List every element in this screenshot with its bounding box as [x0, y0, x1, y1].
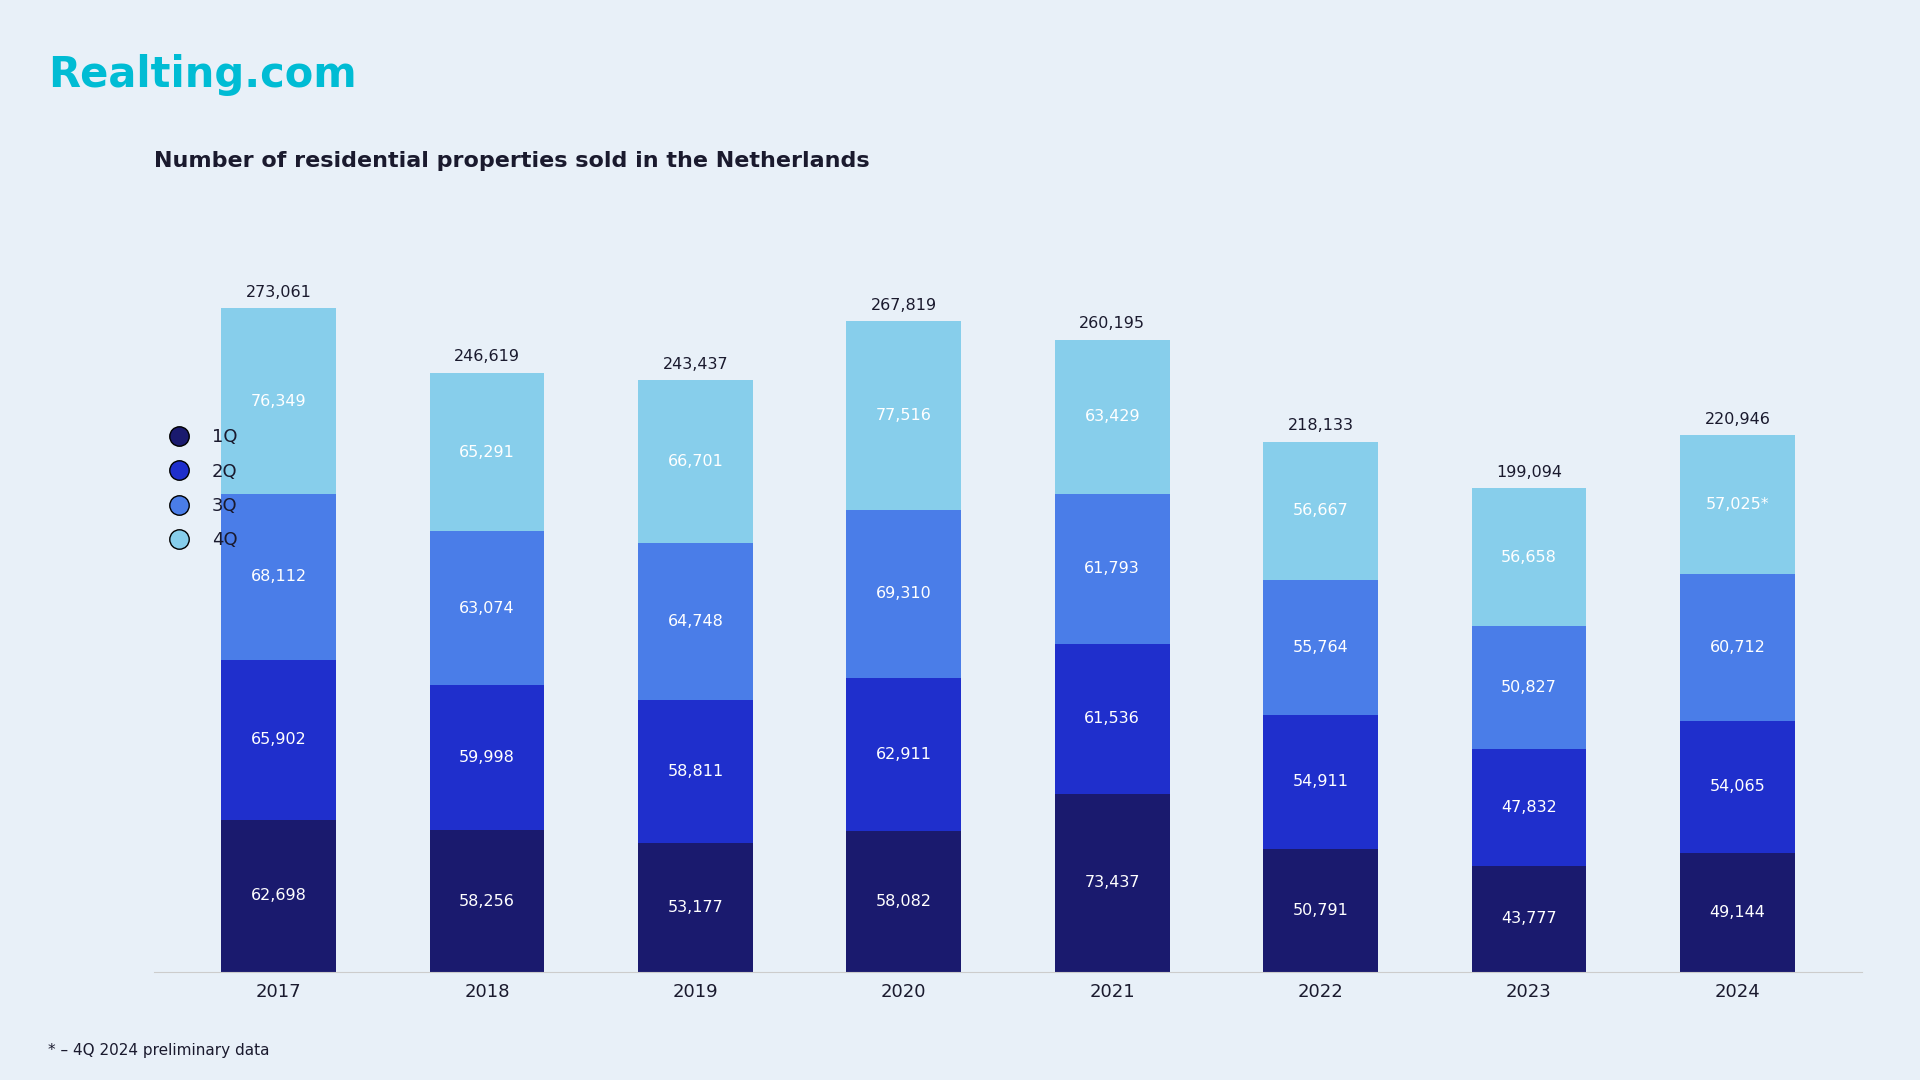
Bar	[221, 820, 336, 972]
Text: 62,698: 62,698	[252, 889, 307, 903]
Bar	[1680, 435, 1795, 573]
Bar	[1054, 494, 1169, 644]
Text: 58,256: 58,256	[459, 894, 515, 908]
Bar	[1680, 721, 1795, 852]
Bar	[637, 842, 753, 972]
Text: 243,437: 243,437	[662, 357, 728, 372]
Bar	[1054, 340, 1169, 494]
Text: 47,832: 47,832	[1501, 800, 1557, 815]
Text: 54,065: 54,065	[1709, 780, 1764, 795]
Text: 57,025*: 57,025*	[1705, 497, 1768, 512]
Text: * – 4Q 2024 preliminary data: * – 4Q 2024 preliminary data	[48, 1043, 269, 1058]
Bar	[847, 510, 962, 678]
Text: 218,133: 218,133	[1288, 418, 1354, 433]
Text: 59,998: 59,998	[459, 750, 515, 765]
Text: 63,074: 63,074	[459, 600, 515, 616]
Bar	[1263, 715, 1379, 849]
Text: 73,437: 73,437	[1085, 875, 1140, 890]
Text: 64,748: 64,748	[668, 613, 724, 629]
Text: 246,619: 246,619	[453, 349, 520, 364]
Text: Realting.com: Realting.com	[48, 54, 357, 96]
Bar	[1054, 794, 1169, 972]
Text: 220,946: 220,946	[1705, 411, 1770, 427]
Text: 68,112: 68,112	[252, 569, 307, 584]
Legend: 1Q, 2Q, 3Q, 4Q: 1Q, 2Q, 3Q, 4Q	[154, 421, 244, 556]
Text: Number of residential properties sold in the Netherlands: Number of residential properties sold in…	[154, 150, 870, 171]
Text: 50,791: 50,791	[1292, 903, 1348, 918]
Bar	[1263, 442, 1379, 580]
Bar	[221, 309, 336, 494]
Text: 50,827: 50,827	[1501, 680, 1557, 696]
Bar	[637, 380, 753, 542]
Text: 62,911: 62,911	[876, 747, 931, 761]
Bar	[430, 685, 545, 831]
Bar	[1471, 626, 1586, 750]
Text: 77,516: 77,516	[876, 408, 931, 423]
Bar	[430, 373, 545, 531]
Text: 199,094: 199,094	[1496, 464, 1563, 480]
Text: 69,310: 69,310	[876, 586, 931, 602]
Text: 65,291: 65,291	[459, 445, 515, 460]
Text: 43,777: 43,777	[1501, 912, 1557, 927]
Bar	[430, 531, 545, 685]
Text: 49,144: 49,144	[1709, 905, 1764, 920]
Text: 76,349: 76,349	[252, 394, 307, 408]
Bar	[1471, 488, 1586, 626]
Bar	[1471, 866, 1586, 972]
Bar	[1680, 852, 1795, 972]
Bar	[847, 678, 962, 831]
Text: 54,911: 54,911	[1292, 774, 1348, 789]
Bar	[1263, 580, 1379, 715]
Bar	[1054, 644, 1169, 794]
Text: 63,429: 63,429	[1085, 409, 1140, 424]
Text: 260,195: 260,195	[1079, 316, 1144, 332]
Text: 273,061: 273,061	[246, 285, 311, 300]
Text: 56,658: 56,658	[1501, 550, 1557, 565]
Text: 65,902: 65,902	[252, 732, 307, 747]
Bar	[430, 831, 545, 972]
Bar	[847, 831, 962, 972]
Bar	[221, 660, 336, 820]
Bar	[1680, 573, 1795, 721]
Text: 61,793: 61,793	[1085, 562, 1140, 577]
Text: 267,819: 267,819	[872, 298, 937, 313]
Text: 53,177: 53,177	[668, 900, 724, 915]
Text: 58,082: 58,082	[876, 894, 931, 909]
Text: 55,764: 55,764	[1292, 639, 1348, 654]
Text: 61,536: 61,536	[1085, 712, 1140, 726]
Text: 56,667: 56,667	[1292, 503, 1348, 518]
Text: 66,701: 66,701	[668, 454, 724, 469]
Bar	[637, 542, 753, 700]
Bar	[847, 321, 962, 510]
Bar	[221, 494, 336, 660]
Bar	[1471, 750, 1586, 866]
Text: 58,811: 58,811	[668, 764, 724, 779]
Text: 60,712: 60,712	[1709, 640, 1764, 654]
Bar	[637, 700, 753, 842]
Bar	[1263, 849, 1379, 972]
